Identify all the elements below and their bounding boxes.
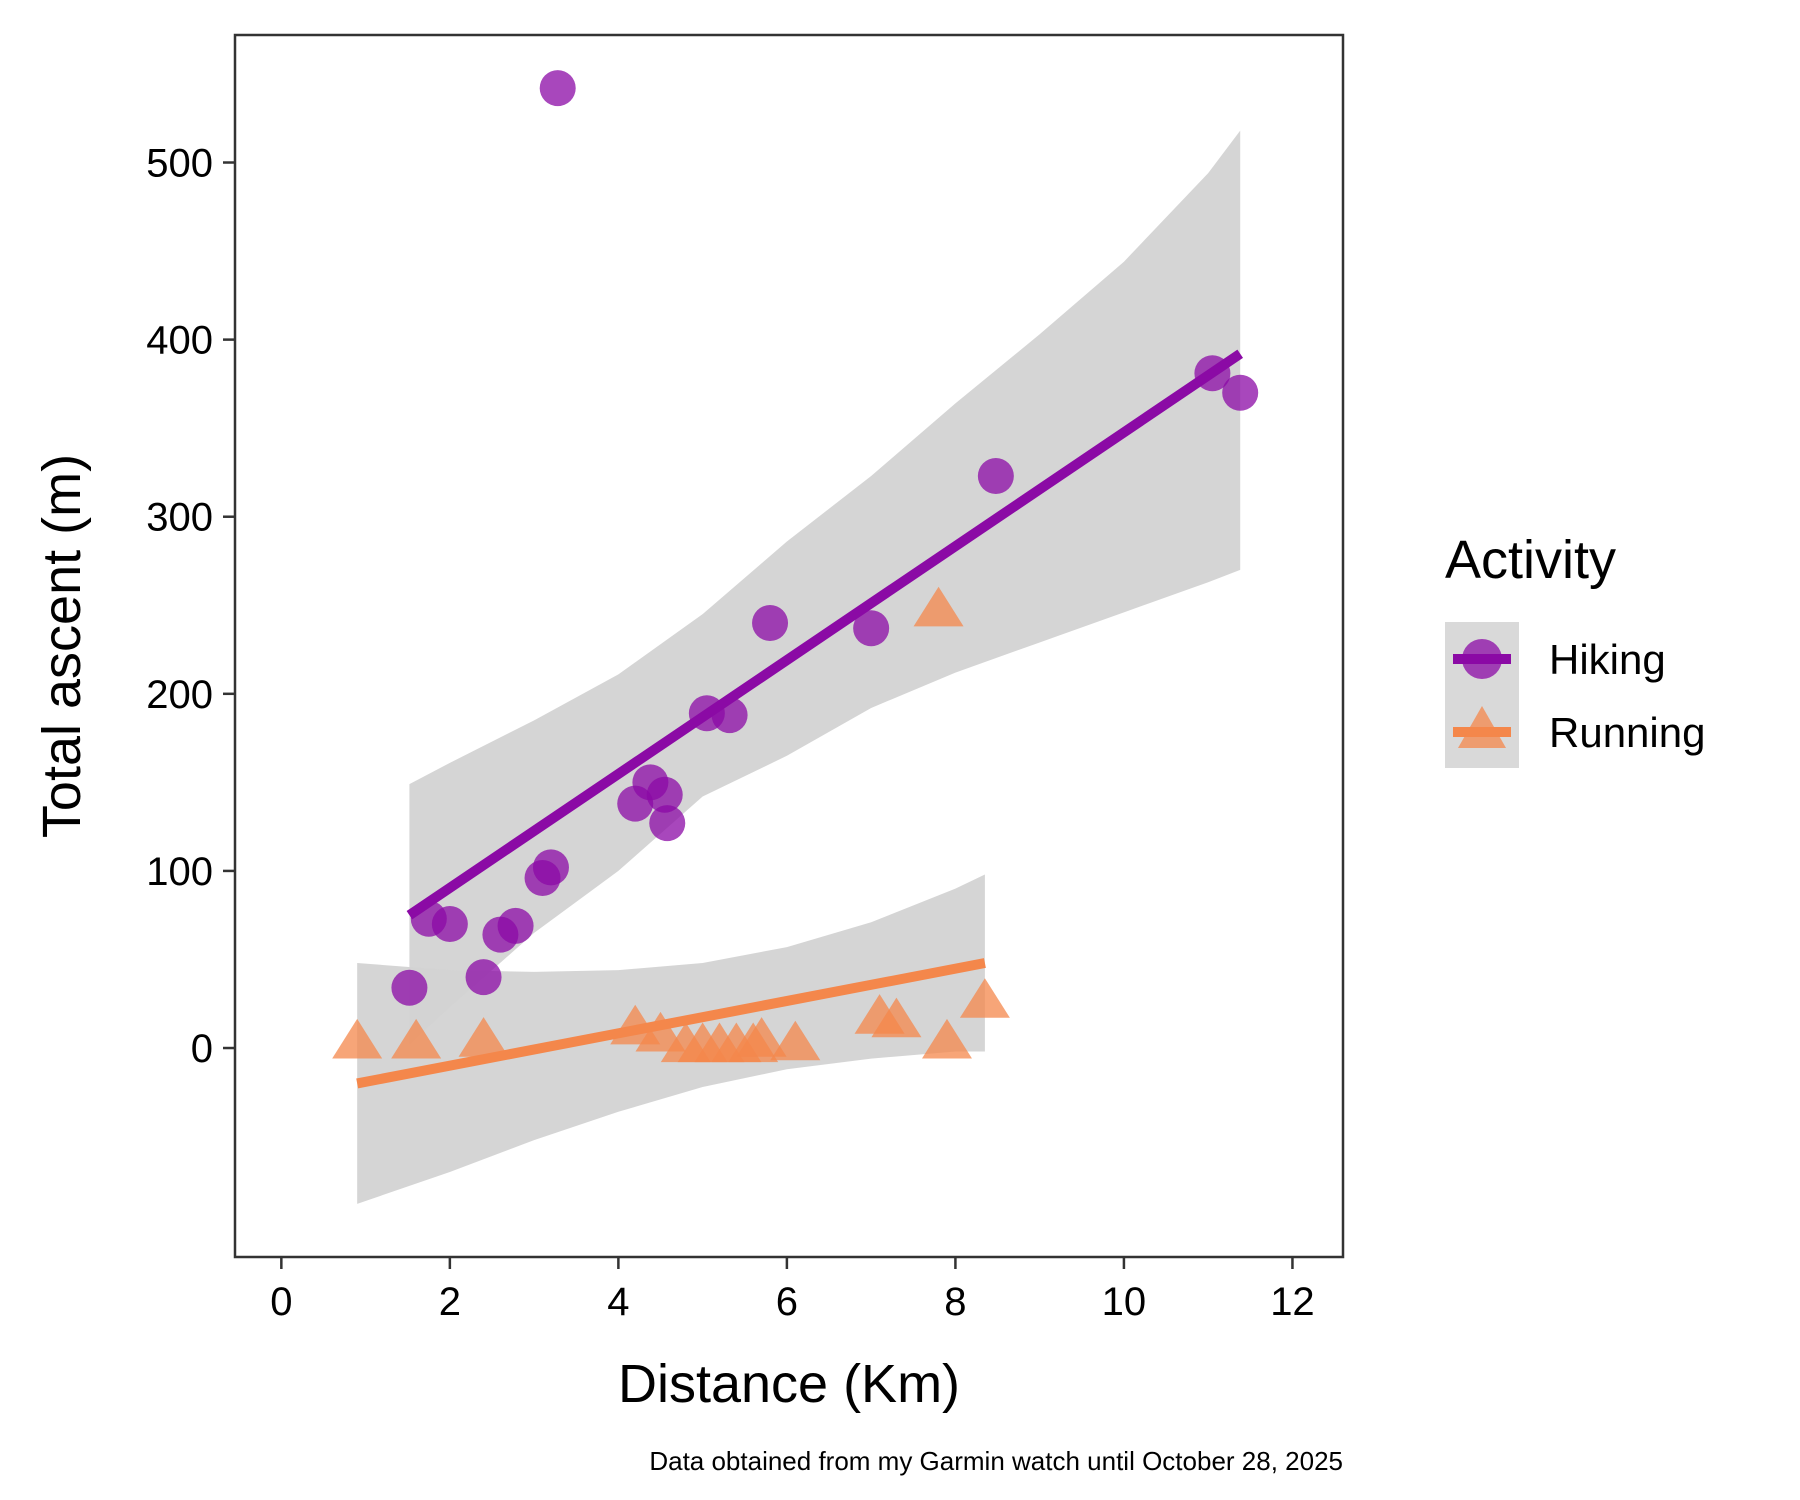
x-tick-label-12: 12: [1270, 1280, 1315, 1324]
point-running-14: [913, 586, 964, 627]
point-hiking-8: [532, 849, 569, 886]
y-tick-label-300: 300: [146, 496, 213, 540]
point-running-16: [959, 978, 1010, 1018]
legend-key-hiking-circle: [1462, 639, 1502, 679]
y-tick-label-400: 400: [146, 319, 213, 363]
point-hiking-19: [1222, 374, 1259, 411]
point-hiking-4: [465, 959, 502, 996]
x-axis: 0 2 4 6 8 10 12: [270, 1257, 1315, 1324]
y-tick-label-0: 0: [191, 1027, 213, 1071]
legend-label-running: Running: [1549, 709, 1705, 756]
point-running-4: [635, 1011, 686, 1052]
point-running-15: [921, 1018, 972, 1059]
point-hiking-16: [853, 610, 890, 647]
y-axis-title: Total ascent (m): [32, 454, 92, 838]
x-axis-title: Distance (Km): [618, 1354, 960, 1414]
point-running-10: [736, 1017, 787, 1057]
x-tick-label-0: 0: [270, 1280, 292, 1324]
x-tick-label-2: 2: [439, 1280, 461, 1324]
legend: Activity Hiking Running: [1445, 530, 1705, 768]
chart-caption: Data obtained from my Garmin watch until…: [649, 1446, 1343, 1476]
y-tick-label-100: 100: [146, 850, 213, 894]
x-tick-label-10: 10: [1102, 1280, 1147, 1324]
y-axis: 0 100 200 300 400 500: [146, 142, 235, 1071]
point-running-11: [770, 1020, 821, 1061]
fit-line-hiking: [406, 349, 1244, 920]
point-hiking-15: [752, 604, 789, 641]
point-running-2: [458, 1017, 509, 1057]
legend-label-hiking: Hiking: [1549, 636, 1666, 683]
x-tick-label-8: 8: [944, 1280, 966, 1324]
ribbon-hiking: [409, 130, 1241, 1045]
legend-title: Activity: [1445, 530, 1616, 590]
point-running-1: [391, 1018, 442, 1059]
y-tick-label-200: 200: [146, 673, 213, 717]
point-hiking-11: [646, 776, 683, 813]
x-tick-label-4: 4: [607, 1280, 629, 1324]
point-running-13: [871, 997, 922, 1038]
legend-key-running: [1453, 706, 1511, 748]
legend-key-hiking: [1453, 639, 1511, 679]
plot-panel-border: [233, 33, 1345, 1259]
point-hiking-1: [391, 969, 428, 1006]
point-running-0: [332, 1018, 383, 1059]
point-hiking-0: [539, 70, 576, 107]
x-tick-label-6: 6: [776, 1280, 798, 1324]
regression-lines: [356, 349, 1244, 1089]
point-hiking-17: [977, 457, 1014, 494]
point-hiking-6: [497, 907, 534, 944]
legend-key-running-triangle: [1458, 706, 1506, 748]
y-tick-label-500: 500: [146, 142, 213, 186]
fit-line-running: [356, 958, 986, 1089]
point-hiking-12: [649, 805, 686, 842]
point-hiking-3: [431, 906, 468, 943]
